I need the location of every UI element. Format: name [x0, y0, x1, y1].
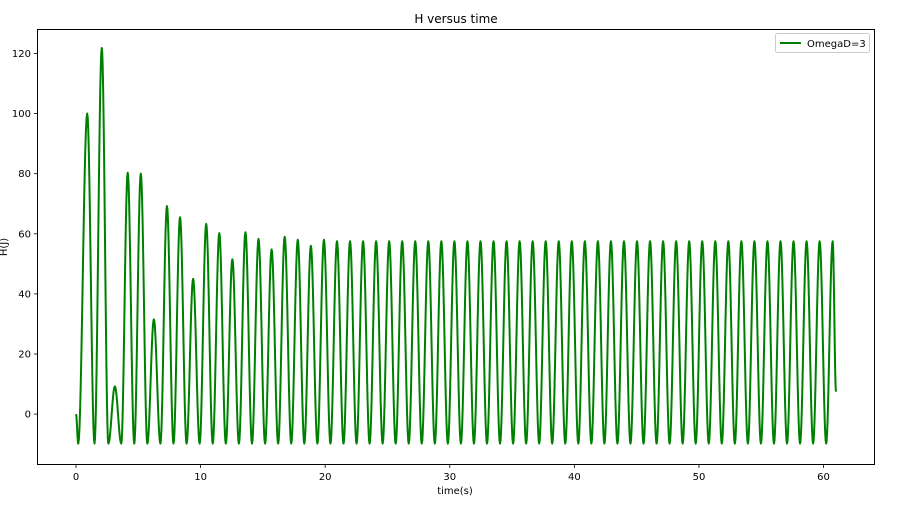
y-axis: 0 20 40 60 80 100 120	[12, 49, 38, 421]
x-tick-label: 40	[568, 472, 581, 483]
x-tick-label: 10	[194, 472, 207, 483]
y-tick-label: 100	[12, 109, 31, 120]
y-tick-label: 20	[18, 349, 31, 360]
x-tick-label: 20	[319, 472, 332, 483]
legend-label: OmegaD=3	[807, 39, 866, 50]
y-tick-label: 80	[18, 169, 31, 180]
y-axis-label: H(J)	[0, 238, 10, 256]
legend: OmegaD=3	[775, 33, 870, 53]
x-tick-label: 60	[817, 472, 830, 483]
y-tick-label: 0	[25, 410, 31, 421]
series-line-omegad-3	[75, 47, 837, 445]
series-layer	[75, 47, 837, 445]
chart-title: H versus time	[414, 12, 497, 26]
y-tick-label: 60	[18, 229, 31, 240]
y-tick-label: 40	[18, 289, 31, 300]
x-axis-label: time(s)	[437, 486, 473, 497]
x-tick-label: 30	[443, 472, 456, 483]
x-tick-label: 0	[73, 472, 79, 483]
legend-box	[775, 33, 870, 53]
plot-area: 0 10 20 30 40 50 60 0 20 40 60 80 100 120	[12, 29, 875, 483]
plot-frame	[37, 29, 875, 465]
y-tick-label: 120	[12, 49, 31, 60]
x-axis: 0 10 20 30 40 50 60	[73, 464, 830, 483]
x-tick-label: 50	[693, 472, 706, 483]
